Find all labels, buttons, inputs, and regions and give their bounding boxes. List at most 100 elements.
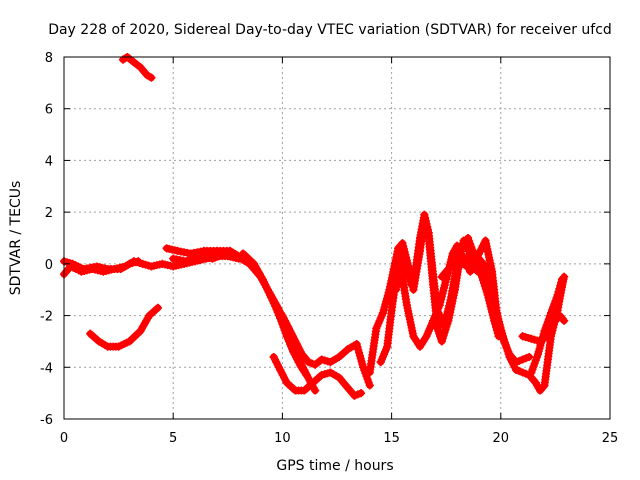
data-point xyxy=(378,308,387,317)
series-s14 xyxy=(527,275,566,377)
data-point xyxy=(365,368,374,377)
data-point xyxy=(415,342,424,351)
data-point xyxy=(86,329,95,338)
series-s6 xyxy=(169,249,320,395)
data-point xyxy=(158,259,167,268)
data-point xyxy=(435,301,444,310)
data-point xyxy=(365,381,374,390)
data-point xyxy=(125,259,134,268)
series-s7 xyxy=(239,249,311,380)
data-point xyxy=(540,327,549,336)
series-trace xyxy=(169,250,319,395)
data-point xyxy=(153,303,162,312)
data-point xyxy=(311,386,320,395)
data-point xyxy=(147,73,156,82)
data-point xyxy=(485,280,494,289)
data-point xyxy=(136,327,145,336)
data-point xyxy=(415,234,424,242)
data-point xyxy=(169,262,178,271)
data-point xyxy=(453,241,462,250)
y-tick-label: 4 xyxy=(45,154,53,169)
data-point xyxy=(470,265,479,274)
data-point xyxy=(250,259,259,268)
data-point xyxy=(326,358,335,367)
data-point xyxy=(391,285,400,294)
data-point xyxy=(459,236,468,245)
data-point xyxy=(335,373,344,382)
x-tick-label: 5 xyxy=(169,431,177,446)
data-point xyxy=(512,365,521,374)
data-point xyxy=(129,58,138,67)
data-point xyxy=(527,368,536,377)
data-point xyxy=(498,332,507,341)
data-point xyxy=(518,332,527,341)
data-point xyxy=(376,358,385,367)
data-point xyxy=(411,265,420,274)
grid-lines xyxy=(64,57,610,419)
data-point xyxy=(208,254,217,263)
data-point xyxy=(560,316,569,325)
data-point xyxy=(300,386,309,395)
series-s10 xyxy=(376,210,534,367)
data-point xyxy=(536,386,545,395)
data-point xyxy=(359,363,368,372)
data-point xyxy=(433,324,442,333)
data-point xyxy=(396,246,405,255)
data-point xyxy=(335,352,344,361)
data-point xyxy=(145,311,154,320)
data-point xyxy=(464,244,473,253)
data-point xyxy=(387,306,396,315)
x-tick-label: 10 xyxy=(274,431,291,446)
data-point xyxy=(527,334,536,343)
data-point xyxy=(402,301,411,310)
data-point xyxy=(239,249,248,258)
data-point xyxy=(92,262,101,271)
data-point xyxy=(437,337,446,346)
data-point xyxy=(407,280,416,289)
series-trace xyxy=(163,244,374,389)
data-point xyxy=(420,210,429,219)
data-point xyxy=(352,340,361,349)
data-point xyxy=(472,252,481,261)
data-point xyxy=(557,275,566,284)
data-point xyxy=(282,378,291,387)
data-point xyxy=(518,355,527,364)
data-point xyxy=(350,391,359,400)
data-point xyxy=(440,321,449,330)
data-point xyxy=(103,265,112,274)
y-tick-label: 0 xyxy=(45,258,53,273)
data-point xyxy=(398,239,407,248)
data-point xyxy=(269,352,278,361)
data-point xyxy=(147,262,156,271)
data-point xyxy=(422,332,431,341)
y-tick-label: 2 xyxy=(45,206,53,221)
series-s12 xyxy=(437,257,486,281)
data-point xyxy=(533,350,542,359)
data-point xyxy=(317,355,326,364)
data-point xyxy=(477,270,486,279)
data-point xyxy=(134,257,143,266)
data-point xyxy=(94,337,103,346)
data-point xyxy=(464,262,473,271)
data-point xyxy=(457,259,466,268)
series-s1 xyxy=(118,53,156,82)
data-point xyxy=(492,308,501,317)
data-point xyxy=(555,311,564,320)
data-point xyxy=(525,352,534,361)
data-point xyxy=(448,249,457,258)
y-tick-label: 6 xyxy=(45,103,53,118)
x-axis-label: GPS time / hours xyxy=(276,458,393,474)
y-tick-label: -6 xyxy=(40,413,53,428)
series-s11 xyxy=(391,241,569,395)
data-point xyxy=(289,347,298,356)
data-point xyxy=(429,270,438,279)
data-point xyxy=(444,265,453,274)
data-point xyxy=(531,378,540,387)
data-point xyxy=(103,342,112,351)
data-point xyxy=(326,368,335,377)
data-point xyxy=(136,63,145,72)
data-point xyxy=(276,314,285,323)
data-point xyxy=(540,381,549,390)
series-s8 xyxy=(269,352,366,400)
